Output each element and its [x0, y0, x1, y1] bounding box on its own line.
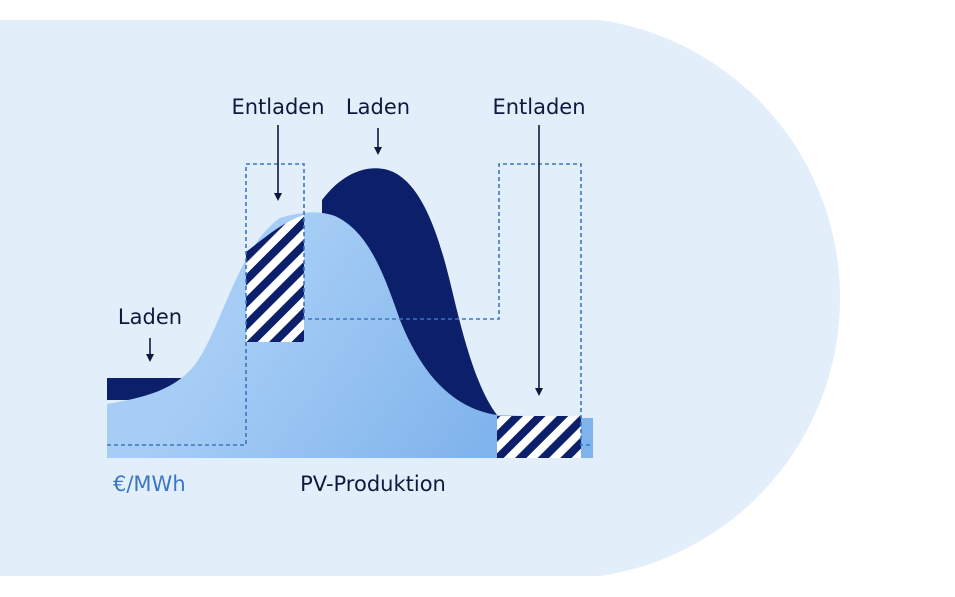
discharge-block-right [497, 416, 581, 458]
label-entladen-right: Entladen [492, 95, 585, 119]
arrows [146, 125, 543, 396]
demand-peak-area [322, 168, 497, 415]
label-pv-production: PV-Produktion [300, 472, 446, 496]
label-unit: €/MWh [113, 472, 186, 496]
pv-production-area [107, 212, 593, 458]
price-dashed-line [107, 163, 593, 446]
label-laden-top: Laden [346, 95, 410, 119]
discharge-block-mid [246, 215, 304, 342]
label-laden-left: Laden [118, 305, 182, 329]
label-entladen-mid: Entladen [231, 95, 324, 119]
